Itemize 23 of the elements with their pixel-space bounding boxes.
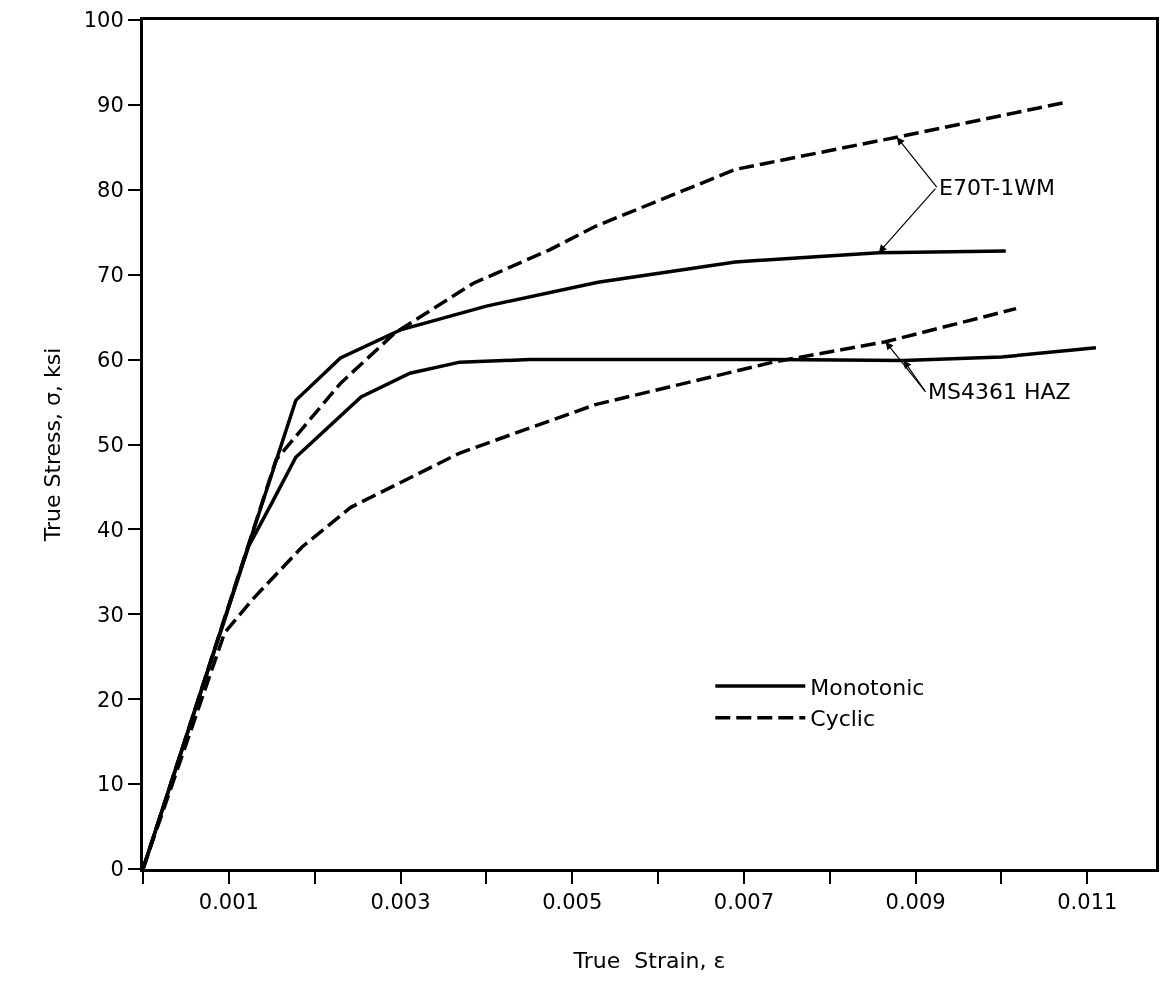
annotation: E70T-1WM bbox=[939, 175, 1055, 200]
annotation: MS4361 HAZ bbox=[928, 379, 1071, 404]
x-tick-label: 0.003 bbox=[370, 890, 431, 915]
y-axis-title: True Stress, σ, ksi bbox=[39, 347, 65, 543]
y-tick-label: 60 bbox=[97, 347, 124, 372]
y-tick-label: 70 bbox=[97, 263, 124, 288]
legend-label: Monotonic bbox=[810, 674, 925, 700]
y-tick-label: 80 bbox=[97, 178, 124, 203]
y-tick-label: 90 bbox=[97, 93, 124, 118]
x-tick-label: 0.011 bbox=[1057, 890, 1118, 915]
y-tick-label: 10 bbox=[97, 772, 124, 797]
x-tick-label: 0.005 bbox=[542, 890, 603, 915]
x-tick-label: 0.007 bbox=[713, 890, 774, 915]
y-tick-label: 100 bbox=[83, 8, 124, 33]
x-tick-label: 0.009 bbox=[885, 890, 946, 915]
y-tick-label: 20 bbox=[97, 687, 124, 712]
y-tick-label: 0 bbox=[110, 857, 124, 882]
y-tick-label: 30 bbox=[97, 602, 124, 627]
y-tick-label: 40 bbox=[97, 517, 124, 542]
x-tick-label: 0.001 bbox=[198, 890, 259, 915]
legend-label: Cyclic bbox=[810, 706, 876, 732]
y-tick-label: 50 bbox=[97, 432, 124, 457]
x-axis-title: True Strain, ε bbox=[572, 948, 726, 974]
